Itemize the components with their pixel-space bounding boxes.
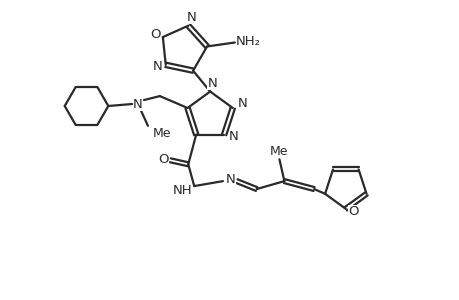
- Text: N: N: [229, 130, 238, 143]
- Text: N: N: [207, 77, 217, 90]
- Text: NH: NH: [172, 184, 192, 196]
- Text: N: N: [186, 11, 196, 24]
- Text: O: O: [348, 205, 358, 218]
- Text: NH₂: NH₂: [235, 35, 261, 48]
- Text: Me: Me: [152, 127, 171, 140]
- Text: N: N: [225, 172, 235, 186]
- Text: N: N: [237, 97, 247, 110]
- Text: O: O: [151, 28, 161, 40]
- Text: Me: Me: [269, 145, 288, 158]
- Text: O: O: [158, 153, 168, 166]
- Text: N: N: [153, 60, 162, 73]
- Text: N: N: [133, 98, 143, 110]
